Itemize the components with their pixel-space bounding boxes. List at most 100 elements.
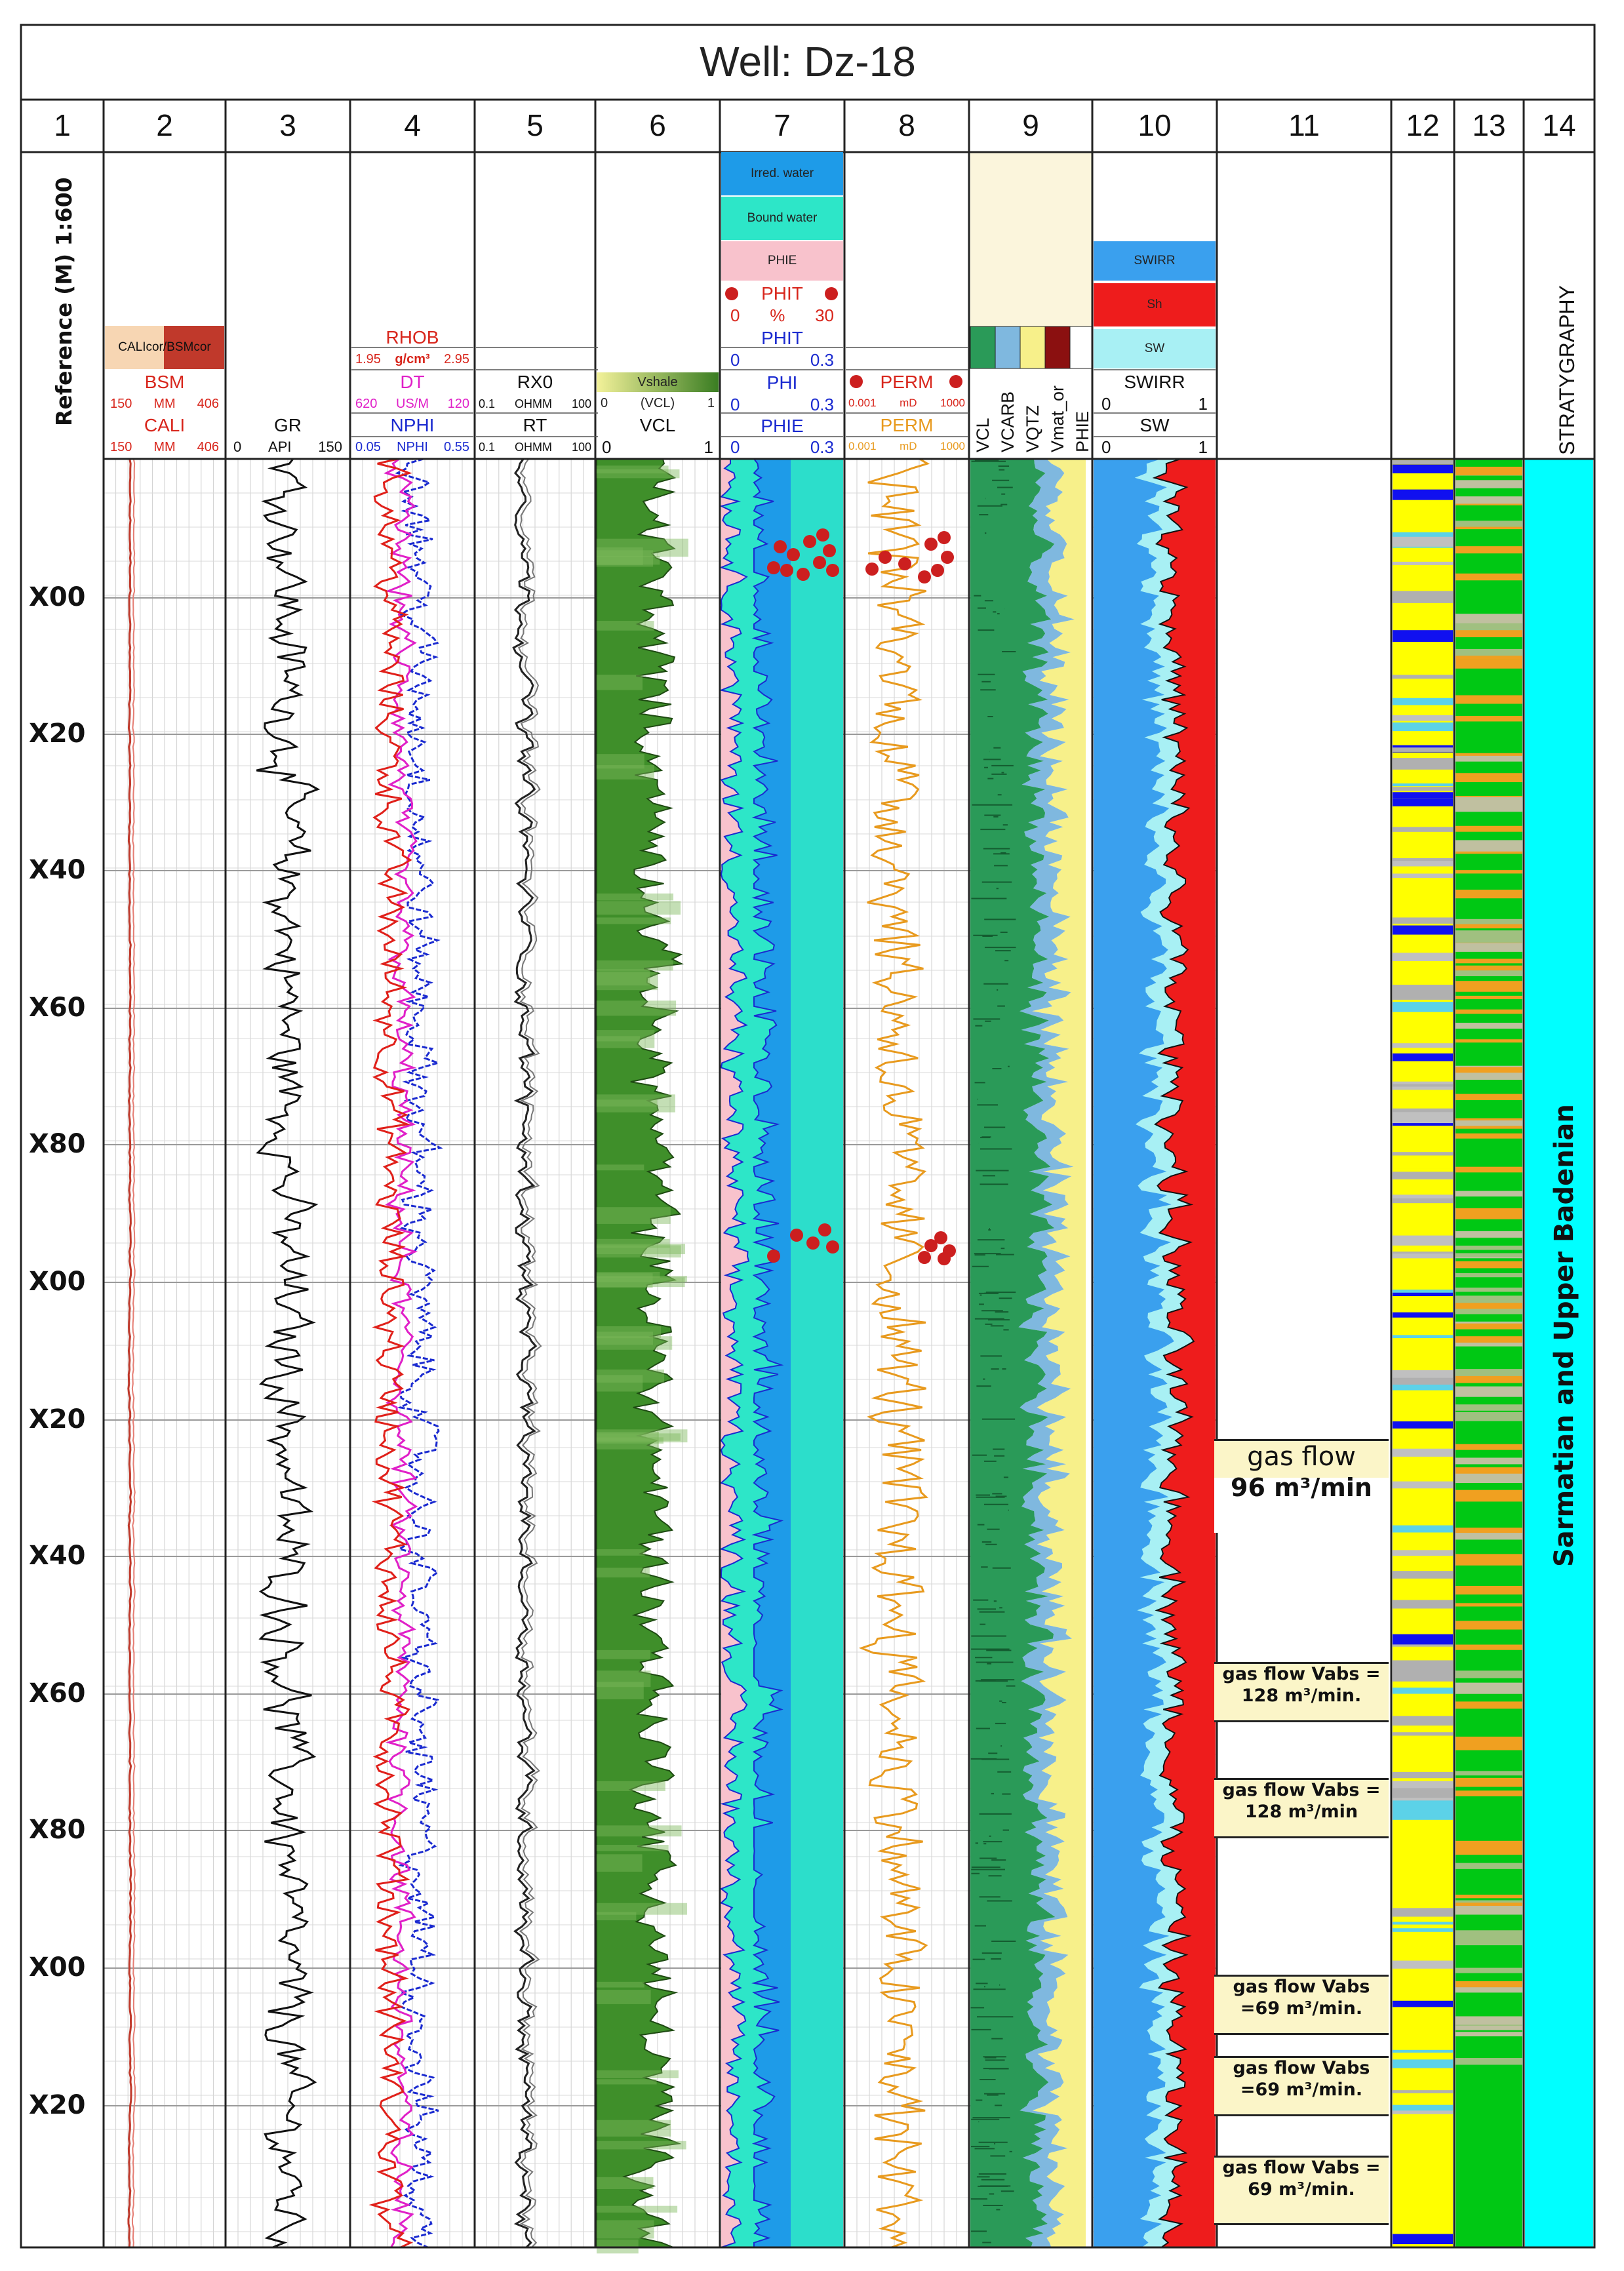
core-perm-point <box>865 563 879 576</box>
depth-label: X80 <box>29 1129 86 1159</box>
track13-band <box>1456 496 1522 504</box>
facies-band <box>1393 489 1453 500</box>
vcl-texture <box>597 1903 687 1915</box>
rt-max: 100 <box>571 440 591 454</box>
facies-band <box>1393 1481 1453 1489</box>
track13-band <box>1456 755 1522 762</box>
facies-band <box>1393 1043 1453 1048</box>
vcl-texture <box>597 1549 645 1556</box>
facies-band <box>1393 1908 1453 1917</box>
phit-core-name: PHIT <box>761 283 803 304</box>
legend-sh: Sh <box>1094 283 1216 326</box>
track13-band <box>1456 1840 1522 1848</box>
facies-band <box>1393 1252 1453 1255</box>
depth-label: X60 <box>29 1678 86 1708</box>
core-porosity-point <box>803 535 816 548</box>
track13-band <box>1456 1253 1522 1257</box>
annotation-line2: =69 m³/min. <box>1240 1998 1363 2019</box>
core-porosity-point <box>818 1223 831 1236</box>
vcarb-swatch <box>995 326 1021 369</box>
water-band <box>791 459 843 2247</box>
facies-band <box>1393 798 1453 806</box>
facies-band <box>1393 2110 1453 2114</box>
facies-band <box>1393 1800 1453 1811</box>
vcl-texture <box>597 1094 675 1113</box>
track13-band <box>1456 1245 1522 1250</box>
vcl-texture <box>597 1912 637 1921</box>
facies-band <box>1393 1112 1453 1124</box>
track13-band <box>1456 1023 1522 1029</box>
annotation-line2: =69 m³/min. <box>1240 2080 1363 2101</box>
bsm-name: BSM <box>144 372 185 392</box>
perm-scale: 0.001 mD 1000 <box>846 438 968 455</box>
phit-name: PHIT <box>761 328 803 348</box>
depth-label: X00 <box>29 1952 86 1983</box>
facies-band <box>1393 722 1453 732</box>
track13-band <box>1456 1375 1522 1383</box>
facies-band <box>1393 1535 1453 1539</box>
phi-name: PHI <box>766 372 798 393</box>
vcl-name: VCL <box>639 415 676 435</box>
track13-band <box>1456 1777 1522 1787</box>
perm-core-scale: 0.001 mD 1000 <box>846 395 968 412</box>
track13-band <box>1456 480 1522 488</box>
track13-band <box>1456 773 1522 777</box>
annotation-line1: gas flow Vabs <box>1233 1977 1370 1997</box>
facies-band <box>1393 536 1453 547</box>
vcl-texture <box>597 1336 673 1350</box>
vcl-texture <box>597 2205 678 2213</box>
track13-band <box>1456 1336 1522 1343</box>
track-grid-2 <box>115 459 214 2247</box>
vcl-texture <box>597 1277 685 1288</box>
track13-band <box>1456 521 1522 527</box>
vcl-texture <box>597 1238 670 1248</box>
vcl-texture <box>597 969 650 986</box>
track13-band <box>1456 934 1522 943</box>
phit-max: 0.3 <box>810 349 834 370</box>
cali-max: 406 <box>197 439 219 454</box>
cali-min: 150 <box>110 439 132 454</box>
track13-band <box>1456 1900 1522 1905</box>
vcl-texture <box>597 1649 650 1659</box>
facies-band <box>1393 1168 1453 1172</box>
facies-band <box>1393 1001 1453 1012</box>
rx0-scale: 0.1 OHMM 100 <box>476 395 594 413</box>
facies-band <box>1393 1600 1453 1609</box>
track13-band <box>1456 1528 1522 1533</box>
track13-band <box>1456 1467 1522 1476</box>
vcl-texture <box>597 1568 650 1578</box>
rx0-min: 0.1 <box>479 397 496 410</box>
vshale-legend-bar <box>597 372 719 392</box>
track13-band <box>1456 1094 1522 1100</box>
vcl-texture <box>597 960 673 971</box>
frame-lines <box>20 24 1596 2249</box>
vcl-texture <box>597 1272 660 1278</box>
vcl-texture <box>597 2079 657 2085</box>
track13-band <box>1456 1323 1522 1330</box>
core-perm-point <box>924 1239 938 1252</box>
track13-band <box>1456 981 1522 985</box>
track13-band <box>1456 1670 1522 1678</box>
nphi-min: 0.05 <box>355 439 381 454</box>
track-number-12: 12 <box>1406 108 1440 142</box>
track13-band <box>1456 2025 1522 2030</box>
annotation-line1: gas flow Vabs = <box>1222 1664 1381 1684</box>
phit-curve <box>751 458 784 2247</box>
vcl-texture <box>597 538 688 557</box>
rhob-scale: 1.95 g/cm³ 2.95 <box>351 350 473 368</box>
track13-band <box>1456 1585 1522 1595</box>
track13-band <box>1456 1771 1522 1776</box>
perm-core-unit: mD <box>900 397 917 409</box>
track13-band <box>1456 1905 1522 1915</box>
stratigraphy-fill <box>1525 459 1593 2247</box>
core-porosity-point <box>767 561 780 574</box>
perm-name: PERM <box>880 415 934 435</box>
track13-band <box>1456 1457 1522 1465</box>
vcl-fill-9 <box>970 459 1056 2247</box>
vcl-texture <box>597 1099 658 1107</box>
dt-max: 120 <box>447 396 469 411</box>
facies-band <box>1393 991 1453 1000</box>
rt-curve <box>512 458 538 2249</box>
phit-core-max: 30 <box>815 305 834 325</box>
